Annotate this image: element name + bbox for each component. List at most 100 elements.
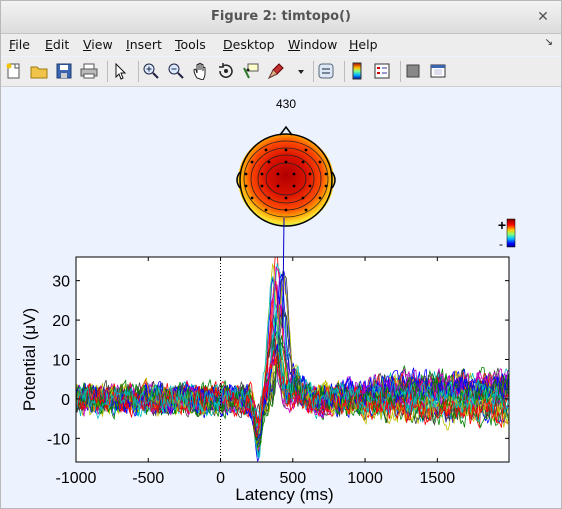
menu-bar: ↘ File Edit View Insert Tools Desktop Window He… bbox=[1, 34, 561, 56]
print-icon[interactable] bbox=[80, 62, 98, 80]
electrode-dot bbox=[244, 184, 248, 188]
x-tick-label: -500 bbox=[132, 470, 164, 487]
menu-label-rest: esktop bbox=[232, 37, 275, 52]
x-tick-label: -1000 bbox=[56, 470, 97, 487]
menu-mnemonic: T bbox=[175, 37, 181, 52]
menu-help[interactable]: Help bbox=[349, 37, 378, 52]
electrode-dot bbox=[292, 172, 296, 176]
new-figure-icon[interactable] bbox=[5, 62, 23, 80]
electrode-dot bbox=[267, 196, 271, 200]
figure-toolbar bbox=[1, 57, 561, 87]
menu-edit[interactable]: Edit bbox=[45, 37, 69, 52]
channel-trace bbox=[76, 275, 509, 445]
electrode-dot bbox=[264, 208, 268, 212]
channel-trace bbox=[76, 335, 509, 448]
menu-mnemonic: E bbox=[45, 37, 53, 52]
plot-area: -1000 -500 0 500 1000 1500 -10 0 10 20 30 Latency (… bbox=[20, 97, 516, 504]
y-tick-label: 30 bbox=[52, 274, 70, 291]
insert-colorbar-icon[interactable] bbox=[348, 62, 366, 80]
close-icon[interactable]: ✕ bbox=[537, 9, 549, 25]
colorbar bbox=[506, 218, 516, 248]
open-file-icon[interactable] bbox=[30, 62, 48, 80]
scalp-topography bbox=[236, 125, 336, 227]
electrode-dot bbox=[308, 172, 312, 176]
menu-window[interactable]: Window bbox=[288, 37, 337, 52]
y-axis-label: Potential (μV) bbox=[20, 308, 39, 411]
x-tick-label: 1500 bbox=[420, 470, 456, 487]
electrode-dot bbox=[284, 208, 288, 212]
electrode-dot bbox=[284, 196, 288, 200]
electrode-dot bbox=[301, 196, 305, 200]
menu-label-rest: ile bbox=[15, 37, 30, 52]
menu-label-rest: ools bbox=[180, 37, 206, 52]
y-tick-label: 0 bbox=[61, 392, 70, 409]
colorbar-minus-label: - bbox=[499, 237, 503, 251]
menu-label-rest: nsert bbox=[129, 37, 162, 52]
dock-arrow-icon[interactable]: ↘ bbox=[544, 37, 553, 48]
toolbar-separator bbox=[313, 61, 314, 82]
electrode-dot bbox=[284, 160, 288, 164]
menu-desktop[interactable]: Desktop bbox=[223, 37, 275, 52]
menu-tools[interactable]: Tools bbox=[175, 37, 206, 52]
electrode-dot bbox=[318, 160, 322, 164]
electrode-dot bbox=[304, 148, 308, 152]
channel-trace bbox=[76, 349, 509, 438]
brush-icon[interactable] bbox=[267, 62, 285, 80]
menu-mnemonic: W bbox=[288, 37, 301, 52]
brush-dropdown-icon[interactable] bbox=[292, 62, 310, 80]
electrode-dot bbox=[276, 184, 280, 188]
hide-plot-tools-icon[interactable] bbox=[404, 62, 422, 80]
menu-label-rest: elp bbox=[358, 37, 378, 52]
menu-mnemonic: V bbox=[83, 37, 92, 52]
axes-background bbox=[76, 257, 509, 462]
window-title: Figure 2: timtopo() bbox=[211, 9, 351, 24]
x-tick-label: 500 bbox=[279, 470, 306, 487]
menu-label-rest: indow bbox=[300, 37, 338, 52]
electrode-dot bbox=[318, 196, 322, 200]
channel-trace bbox=[76, 276, 509, 420]
electrode-dot bbox=[308, 184, 312, 188]
insert-legend-icon[interactable] bbox=[373, 62, 391, 80]
channel-traces bbox=[76, 257, 509, 462]
electrode-dot bbox=[264, 148, 268, 152]
electrode-dot bbox=[250, 196, 254, 200]
menu-mnemonic: H bbox=[349, 37, 359, 52]
data-cursor-icon[interactable] bbox=[242, 62, 260, 80]
pan-icon[interactable] bbox=[192, 62, 210, 80]
colorbar-plus-label: + bbox=[498, 217, 506, 233]
electrode-dot bbox=[260, 184, 264, 188]
show-plot-tools-icon[interactable] bbox=[429, 62, 447, 80]
rotate-3d-icon[interactable] bbox=[217, 62, 235, 80]
x-axis-label: Latency (ms) bbox=[235, 485, 333, 504]
electrode-dot bbox=[276, 172, 280, 176]
electrode-dot bbox=[284, 148, 288, 152]
electrode-dot bbox=[324, 184, 328, 188]
menu-view[interactable]: View bbox=[83, 37, 113, 52]
menu-file[interactable]: File bbox=[9, 37, 30, 52]
toolbar-separator bbox=[107, 61, 108, 82]
electrode-dot bbox=[244, 172, 248, 176]
menu-mnemonic: F bbox=[9, 37, 16, 52]
x-tick-label: 1000 bbox=[347, 470, 383, 487]
electrode-dot bbox=[304, 208, 308, 212]
electrode-dot bbox=[292, 184, 296, 188]
link-plot-icon[interactable] bbox=[317, 62, 335, 80]
edit-plot-icon[interactable] bbox=[111, 62, 129, 80]
y-tick-label: 10 bbox=[52, 353, 70, 370]
electrode-dot bbox=[250, 160, 254, 164]
x-tick-label: 0 bbox=[216, 470, 225, 487]
y-tick-label: -10 bbox=[47, 431, 70, 448]
electrode-dot bbox=[301, 160, 305, 164]
menu-label-rest: iew bbox=[91, 37, 113, 52]
menu-mnemonic: D bbox=[223, 37, 233, 52]
save-icon[interactable] bbox=[55, 62, 73, 80]
zoom-in-icon[interactable] bbox=[142, 62, 160, 80]
topo-latency-connector bbox=[282, 217, 285, 328]
menu-insert[interactable]: Insert bbox=[126, 37, 162, 52]
title-bar[interactable]: Figure 2: timtopo() ✕ bbox=[1, 1, 561, 34]
zoom-out-icon[interactable] bbox=[167, 62, 185, 80]
menu-mnemonic: I bbox=[126, 37, 130, 52]
y-tick-label: 20 bbox=[52, 313, 70, 330]
electrode-dot bbox=[267, 160, 271, 164]
